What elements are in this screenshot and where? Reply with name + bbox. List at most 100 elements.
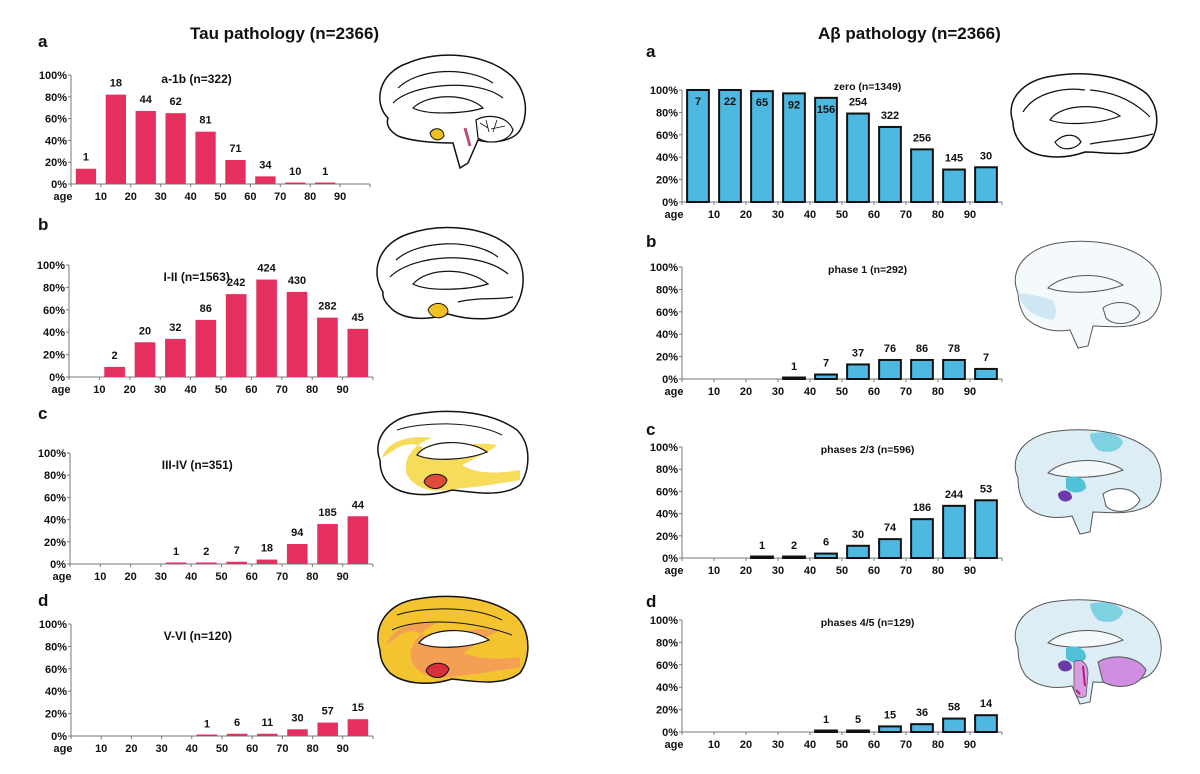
x-tick-label: 80: [306, 743, 318, 755]
y-tick-label: 60%: [656, 307, 678, 319]
bar: [347, 516, 369, 564]
y-tick-label: 100%: [39, 70, 67, 82]
x-tick-label: 20: [125, 743, 137, 755]
data-label: 2: [791, 540, 797, 552]
y-tick-label: 20%: [45, 709, 67, 721]
data-label: 254: [849, 97, 868, 109]
x-axis-label: age: [665, 386, 684, 398]
brain-illustration-abeta-a: [1010, 73, 1158, 158]
x-tick-label: 30: [772, 209, 784, 221]
bar: [165, 113, 186, 184]
data-label: 282: [318, 301, 336, 313]
data-label: 30: [980, 150, 992, 162]
bar: [942, 358, 966, 380]
x-axis-label: age: [665, 739, 684, 751]
chart-title: I-II (n=1563): [164, 270, 230, 284]
y-tick-label: 80%: [45, 641, 67, 653]
bar: [226, 561, 247, 564]
bar: [317, 524, 338, 564]
data-label: 58: [948, 702, 960, 714]
x-tick-label: 60: [246, 571, 258, 583]
brain-illustration-tau-b: [376, 226, 524, 320]
x-tick-label: 10: [708, 565, 720, 577]
bar: [814, 373, 838, 380]
data-label: 65: [756, 97, 768, 109]
x-tick-label: 40: [804, 386, 816, 398]
panel-letter-abeta-d: d: [646, 592, 657, 611]
data-label: 1: [204, 718, 210, 730]
panel-letter-tau-c: c: [38, 404, 48, 423]
x-tick-label: 60: [868, 565, 880, 577]
x-tick-label: 90: [337, 743, 349, 755]
x-tick-label: 70: [900, 565, 912, 577]
data-label: 74: [884, 522, 897, 534]
y-tick-label: 20%: [43, 350, 65, 362]
x-tick-label: 20: [740, 386, 752, 398]
data-label: 30: [852, 529, 864, 541]
data-label: 15: [884, 709, 896, 721]
chart-title: phases 2/3 (n=596): [821, 444, 915, 456]
x-tick-label: 20: [740, 565, 752, 577]
x-tick-label: 40: [186, 743, 198, 755]
y-tick-label: 0%: [662, 727, 678, 739]
x-tick-label: 50: [214, 191, 226, 203]
y-tick-label: 20%: [656, 175, 678, 187]
y-tick-label: 40%: [43, 327, 65, 339]
data-label: 57: [322, 706, 334, 718]
y-tick-label: 0%: [662, 553, 678, 565]
chart-title: zero (n=1349): [834, 81, 901, 93]
data-label: 322: [881, 110, 899, 122]
data-label: 62: [170, 96, 182, 108]
panel-letter-tau-b: b: [38, 215, 49, 234]
x-tick-label: 10: [708, 739, 720, 751]
bar: [225, 294, 247, 377]
y-tick-label: 0%: [662, 197, 678, 209]
bar: [195, 319, 217, 377]
panel-letter-abeta-b: b: [646, 232, 657, 251]
y-tick-label: 80%: [44, 470, 66, 482]
chart-title: phase 1 (n=292): [828, 264, 907, 276]
bar: [75, 168, 97, 184]
bar: [314, 182, 336, 184]
x-tick-label: 50: [836, 739, 848, 751]
x-tick-label: 70: [276, 743, 288, 755]
bar: [134, 342, 156, 377]
x-tick-label: 60: [245, 384, 257, 396]
y-tick-label: 0%: [50, 559, 66, 571]
x-tick-label: 60: [868, 739, 880, 751]
bar: [878, 125, 902, 203]
data-label: 7: [695, 96, 701, 108]
bar: [910, 148, 934, 203]
y-tick-label: 100%: [39, 619, 67, 631]
x-tick-label: 90: [964, 739, 976, 751]
y-tick-label: 60%: [656, 486, 678, 498]
x-tick-label: 90: [337, 571, 349, 583]
bar: [878, 538, 902, 559]
data-label: 1: [83, 152, 89, 164]
y-tick-label: 20%: [656, 531, 678, 543]
bar: [910, 723, 934, 734]
brain-illustration-tau-c: [377, 410, 529, 496]
data-label: 1: [791, 361, 797, 373]
x-tick-label: 10: [708, 386, 720, 398]
y-tick-label: 100%: [38, 448, 66, 460]
bar: [255, 176, 276, 184]
data-label: 1: [759, 540, 765, 552]
x-tick-label: 40: [185, 571, 197, 583]
x-tick-label: 50: [216, 743, 228, 755]
x-tick-label: 20: [740, 209, 752, 221]
x-tick-label: 40: [184, 384, 196, 396]
panel-letter-tau-a: a: [38, 32, 48, 51]
data-label: 1: [322, 166, 328, 178]
x-axis-label: age: [665, 209, 684, 221]
x-tick-label: 10: [94, 571, 106, 583]
x-tick-label: 90: [964, 386, 976, 398]
data-label: 22: [724, 96, 736, 108]
chart-abeta-c: 0% 20% 40% 60% 80% 100% age 10 20 30 40 50 60 70 80 90 1…: [650, 442, 1003, 577]
y-tick-label: 100%: [650, 262, 678, 274]
chart-abeta-d: 0% 20% 40% 60% 80% 100% age 10 20 30 40 50 60 70 80 90 1…: [650, 615, 1003, 751]
bar: [910, 358, 934, 380]
data-label: 18: [110, 78, 122, 90]
bar: [196, 562, 217, 564]
chart-title: V-VI (n=120): [164, 629, 232, 643]
